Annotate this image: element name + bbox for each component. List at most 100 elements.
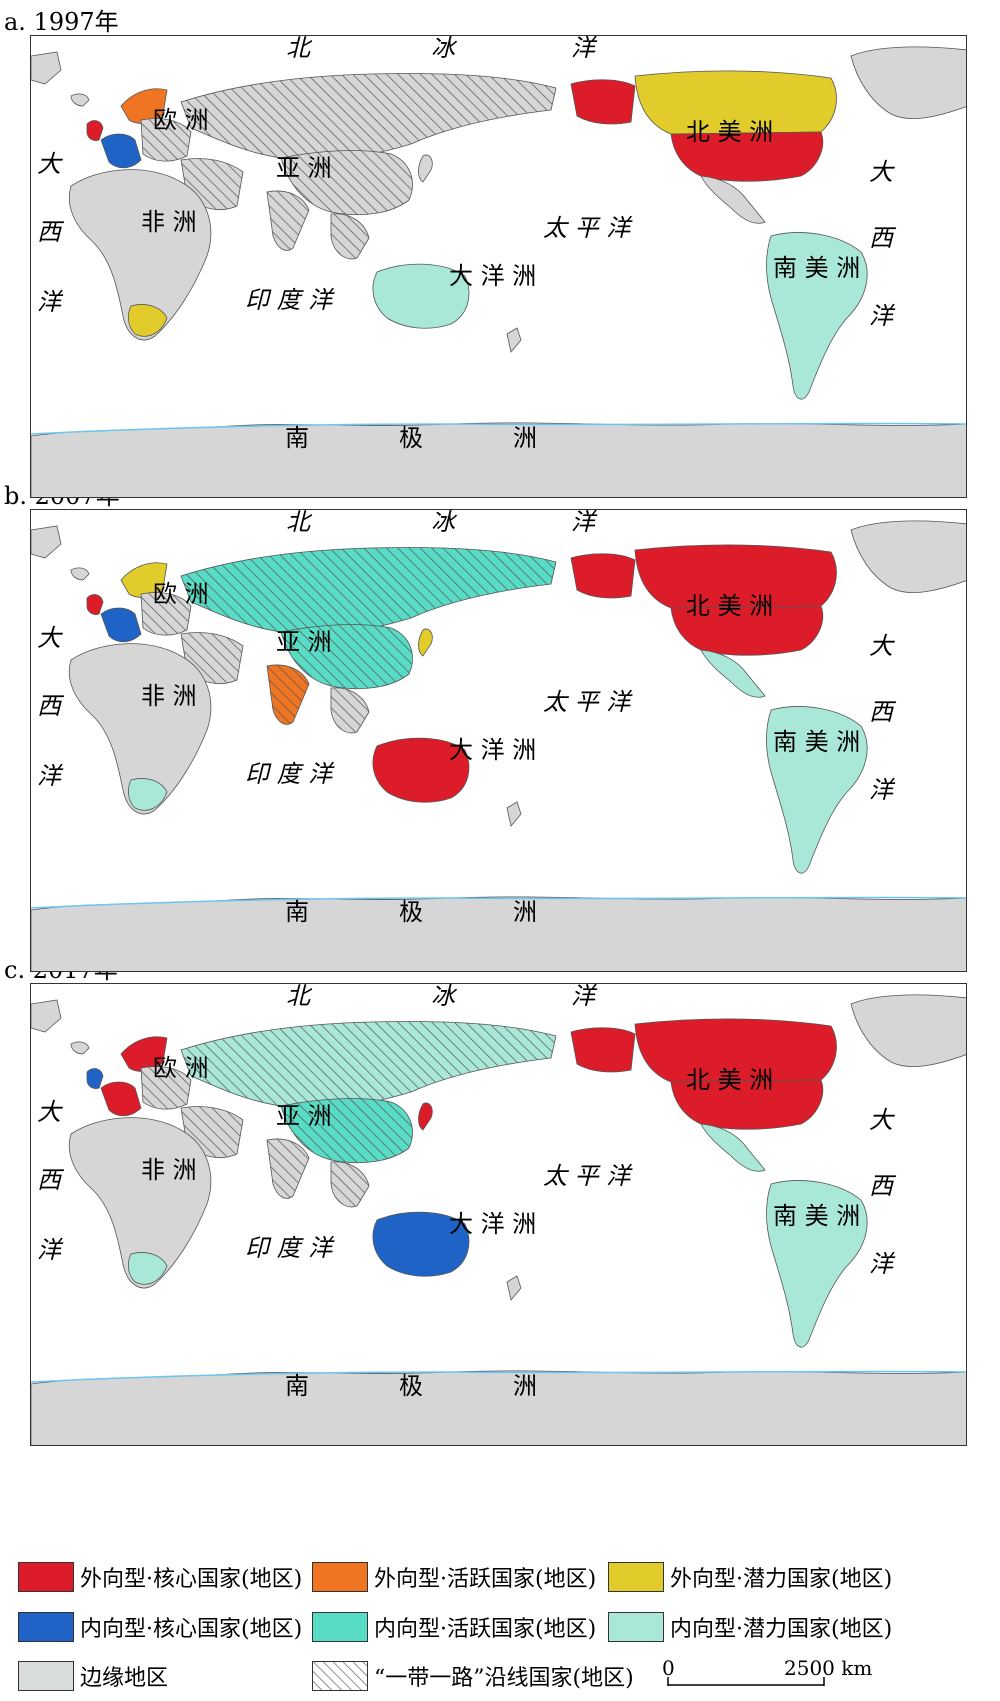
legend-item-outward-potential: 外向型·潜力国家(地区) bbox=[608, 1560, 892, 1594]
country-africa bbox=[68, 1117, 212, 1289]
legend-label: 内向型·核心国家(地区) bbox=[80, 1617, 303, 1642]
antarctic-coastline bbox=[31, 1370, 966, 1383]
country-uk bbox=[86, 594, 104, 615]
country-usa bbox=[670, 1079, 824, 1130]
legend-item-outward-active: 外向型·活跃国家(地区) bbox=[312, 1560, 596, 1594]
ocean-label-atlantic-w1: 大 bbox=[37, 150, 63, 178]
continent-label-africa: 非 洲 bbox=[141, 1156, 197, 1184]
country-canada bbox=[634, 1018, 837, 1083]
continent-label-oceania: 大 洋 洲 bbox=[449, 1210, 536, 1238]
belt-road-hatch-russia bbox=[181, 1021, 556, 1109]
ocean-label-atlantic-e2: 西 bbox=[869, 1172, 897, 1200]
continent-label-south-america: 南 美 洲 bbox=[773, 254, 860, 282]
antarctic-coastline bbox=[31, 896, 966, 909]
belt-road-hatch-europe-east bbox=[141, 1066, 191, 1110]
ocean-label-atlantic-w2: 西 bbox=[37, 218, 65, 246]
continent-label-south-america: 南 美 洲 bbox=[773, 1202, 860, 1230]
country-uk bbox=[86, 1068, 104, 1089]
ocean-label-atlantic-e2: 西 bbox=[869, 224, 897, 252]
country-australia bbox=[372, 1211, 470, 1277]
ocean-label-pacific: 太 平 洋 bbox=[543, 1162, 633, 1190]
continent-label-antarctica-3: 洲 bbox=[513, 424, 537, 452]
legend-item-outward-core: 外向型·核心国家(地区) bbox=[18, 1560, 302, 1594]
continent-label-antarctica-2: 极 bbox=[399, 1372, 423, 1400]
continent-label-antarctica-3: 洲 bbox=[513, 1372, 537, 1400]
legend-swatch bbox=[18, 1661, 74, 1691]
belt-road-hatch-india bbox=[267, 1138, 309, 1199]
world-map: 北冰洋欧 洲亚 洲非 洲大 洋 洲北 美 洲南 美 洲太 平 洋印 度 洋大西洋… bbox=[31, 510, 966, 971]
country-japan bbox=[418, 154, 433, 183]
belt-road-hatch-russia bbox=[181, 547, 556, 635]
scale-bar: 0 2500 km bbox=[662, 1657, 872, 1686]
belt-road-hatch-china bbox=[281, 150, 413, 215]
legend-label: 外向型·潜力国家(地区) bbox=[670, 1567, 893, 1592]
ocean-label-atlantic-w1: 大 bbox=[37, 1098, 63, 1126]
country-scandinavia bbox=[120, 1036, 168, 1072]
country-alaska bbox=[570, 79, 636, 125]
continent-label-antarctica-2: 极 bbox=[399, 424, 423, 452]
ocean-label-arctic-2: 冰 bbox=[431, 510, 458, 536]
country-greenland-w bbox=[31, 51, 62, 85]
ocean-label-indian: 印 度 洋 bbox=[245, 286, 335, 314]
country-usa bbox=[670, 605, 824, 656]
ocean-label-atlantic-e3: 洋 bbox=[869, 1250, 896, 1278]
legend-label: 外向型·活跃国家(地区) bbox=[374, 1567, 597, 1592]
country-australia bbox=[372, 737, 470, 803]
country-scandinavia bbox=[120, 562, 168, 598]
country-greenland-w bbox=[31, 525, 62, 559]
ocean-label-arctic-2: 冰 bbox=[431, 36, 458, 62]
legend-label: 内向型·潜力国家(地区) bbox=[670, 1617, 893, 1642]
ocean-label-arctic-1: 北 bbox=[286, 510, 313, 536]
country-greenland-e bbox=[850, 46, 966, 119]
ocean-label-atlantic-e1: 大 bbox=[869, 158, 895, 186]
country-alaska bbox=[570, 553, 636, 599]
map-panel-1997: 北冰洋欧 洲亚 洲非 洲大 洋 洲北 美 洲南 美 洲太 平 洋印 度 洋大西洋… bbox=[30, 35, 967, 498]
legend-item-inward-active: 内向型·活跃国家(地区) bbox=[312, 1610, 596, 1644]
ocean-label-atlantic-w2: 西 bbox=[37, 1166, 65, 1194]
belt-road-hatch-se-asia bbox=[331, 213, 369, 259]
country-europe-west bbox=[100, 1081, 142, 1117]
belt-road-hatch-china bbox=[281, 624, 413, 689]
belt-road-hatch-europe-east bbox=[141, 118, 191, 162]
legend-item-belt-road: “一带一路”沿线国家(地区) bbox=[312, 1659, 634, 1693]
continent-label-asia: 亚 洲 bbox=[276, 1102, 332, 1130]
scale-start-label: 0 bbox=[662, 1657, 675, 1680]
continent-label-antarctica-1: 南 bbox=[285, 424, 309, 452]
country-iceland bbox=[70, 1041, 90, 1055]
country-canada bbox=[634, 544, 837, 609]
legend-label: 内向型·活跃国家(地区) bbox=[374, 1617, 597, 1642]
country-south-america bbox=[766, 706, 868, 874]
continent-label-asia: 亚 洲 bbox=[276, 154, 332, 182]
continent-label-africa: 非 洲 bbox=[141, 208, 197, 236]
antarctic-coastline bbox=[31, 422, 966, 435]
country-alaska bbox=[570, 1027, 636, 1073]
continent-label-antarctica-1: 南 bbox=[285, 1372, 309, 1400]
continent-label-south-america: 南 美 洲 bbox=[773, 728, 860, 756]
continent-label-oceania: 大 洋 洲 bbox=[449, 736, 536, 764]
country-europe-west bbox=[100, 133, 142, 169]
continent-label-asia: 亚 洲 bbox=[276, 628, 332, 656]
panel-title-1997: a. 1997年 bbox=[4, 8, 119, 36]
legend-label: “一带一路”沿线国家(地区) bbox=[374, 1666, 634, 1691]
belt-road-hatch-russia bbox=[181, 73, 556, 161]
continent-label-antarctica-3: 洲 bbox=[513, 898, 537, 926]
legend-swatch bbox=[312, 1562, 368, 1592]
country-mexico bbox=[700, 1123, 766, 1172]
country-south-africa bbox=[127, 1252, 168, 1285]
ocean-label-atlantic-e1: 大 bbox=[869, 1106, 895, 1134]
legend-swatch bbox=[608, 1562, 664, 1592]
ocean-label-atlantic-w3: 洋 bbox=[37, 1236, 64, 1264]
legend-swatch bbox=[608, 1612, 664, 1642]
country-africa bbox=[68, 643, 212, 815]
legend: 外向型·核心国家(地区) 外向型·活跃国家(地区) 外向型·潜力国家(地区) 内… bbox=[0, 1558, 1000, 1701]
continent-label-europe: 欧 洲 bbox=[153, 1054, 209, 1082]
ocean-label-arctic-3: 洋 bbox=[571, 36, 598, 62]
ocean-label-atlantic-w3: 洋 bbox=[37, 288, 64, 316]
legend-swatch bbox=[312, 1612, 368, 1642]
continent-label-antarctica-2: 极 bbox=[399, 898, 423, 926]
country-antarctica bbox=[31, 422, 966, 497]
ocean-label-atlantic-e1: 大 bbox=[869, 632, 895, 660]
map-panel-2007: 北冰洋欧 洲亚 洲非 洲大 洋 洲北 美 洲南 美 洲太 平 洋印 度 洋大西洋… bbox=[30, 509, 967, 972]
ocean-label-indian: 印 度 洋 bbox=[245, 1234, 335, 1262]
ocean-label-atlantic-w2: 西 bbox=[37, 692, 65, 720]
